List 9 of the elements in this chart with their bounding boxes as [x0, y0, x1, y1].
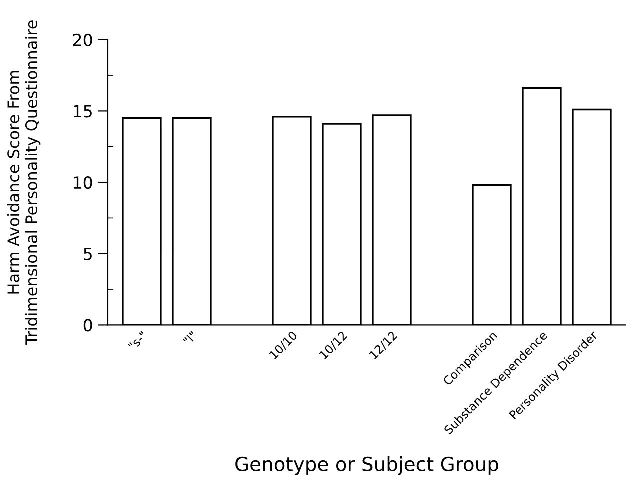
y-tick-label: 5 [84, 248, 92, 260]
x-axis-title: Genotype or Subject Group [236, 456, 498, 476]
x-tick-label: "l" [182, 330, 198, 346]
y-tick-label: 15 [74, 105, 92, 118]
y-tick-label: 0 [84, 319, 92, 332]
y-axis-title: Harm Avoidance Score From Tridimensional Personality Questionnaire [7, 20, 41, 346]
x-tick-label: "s-" [128, 331, 148, 351]
y-tick-label: 20 [73, 34, 92, 46]
y-tick-label: 10 [74, 176, 92, 190]
